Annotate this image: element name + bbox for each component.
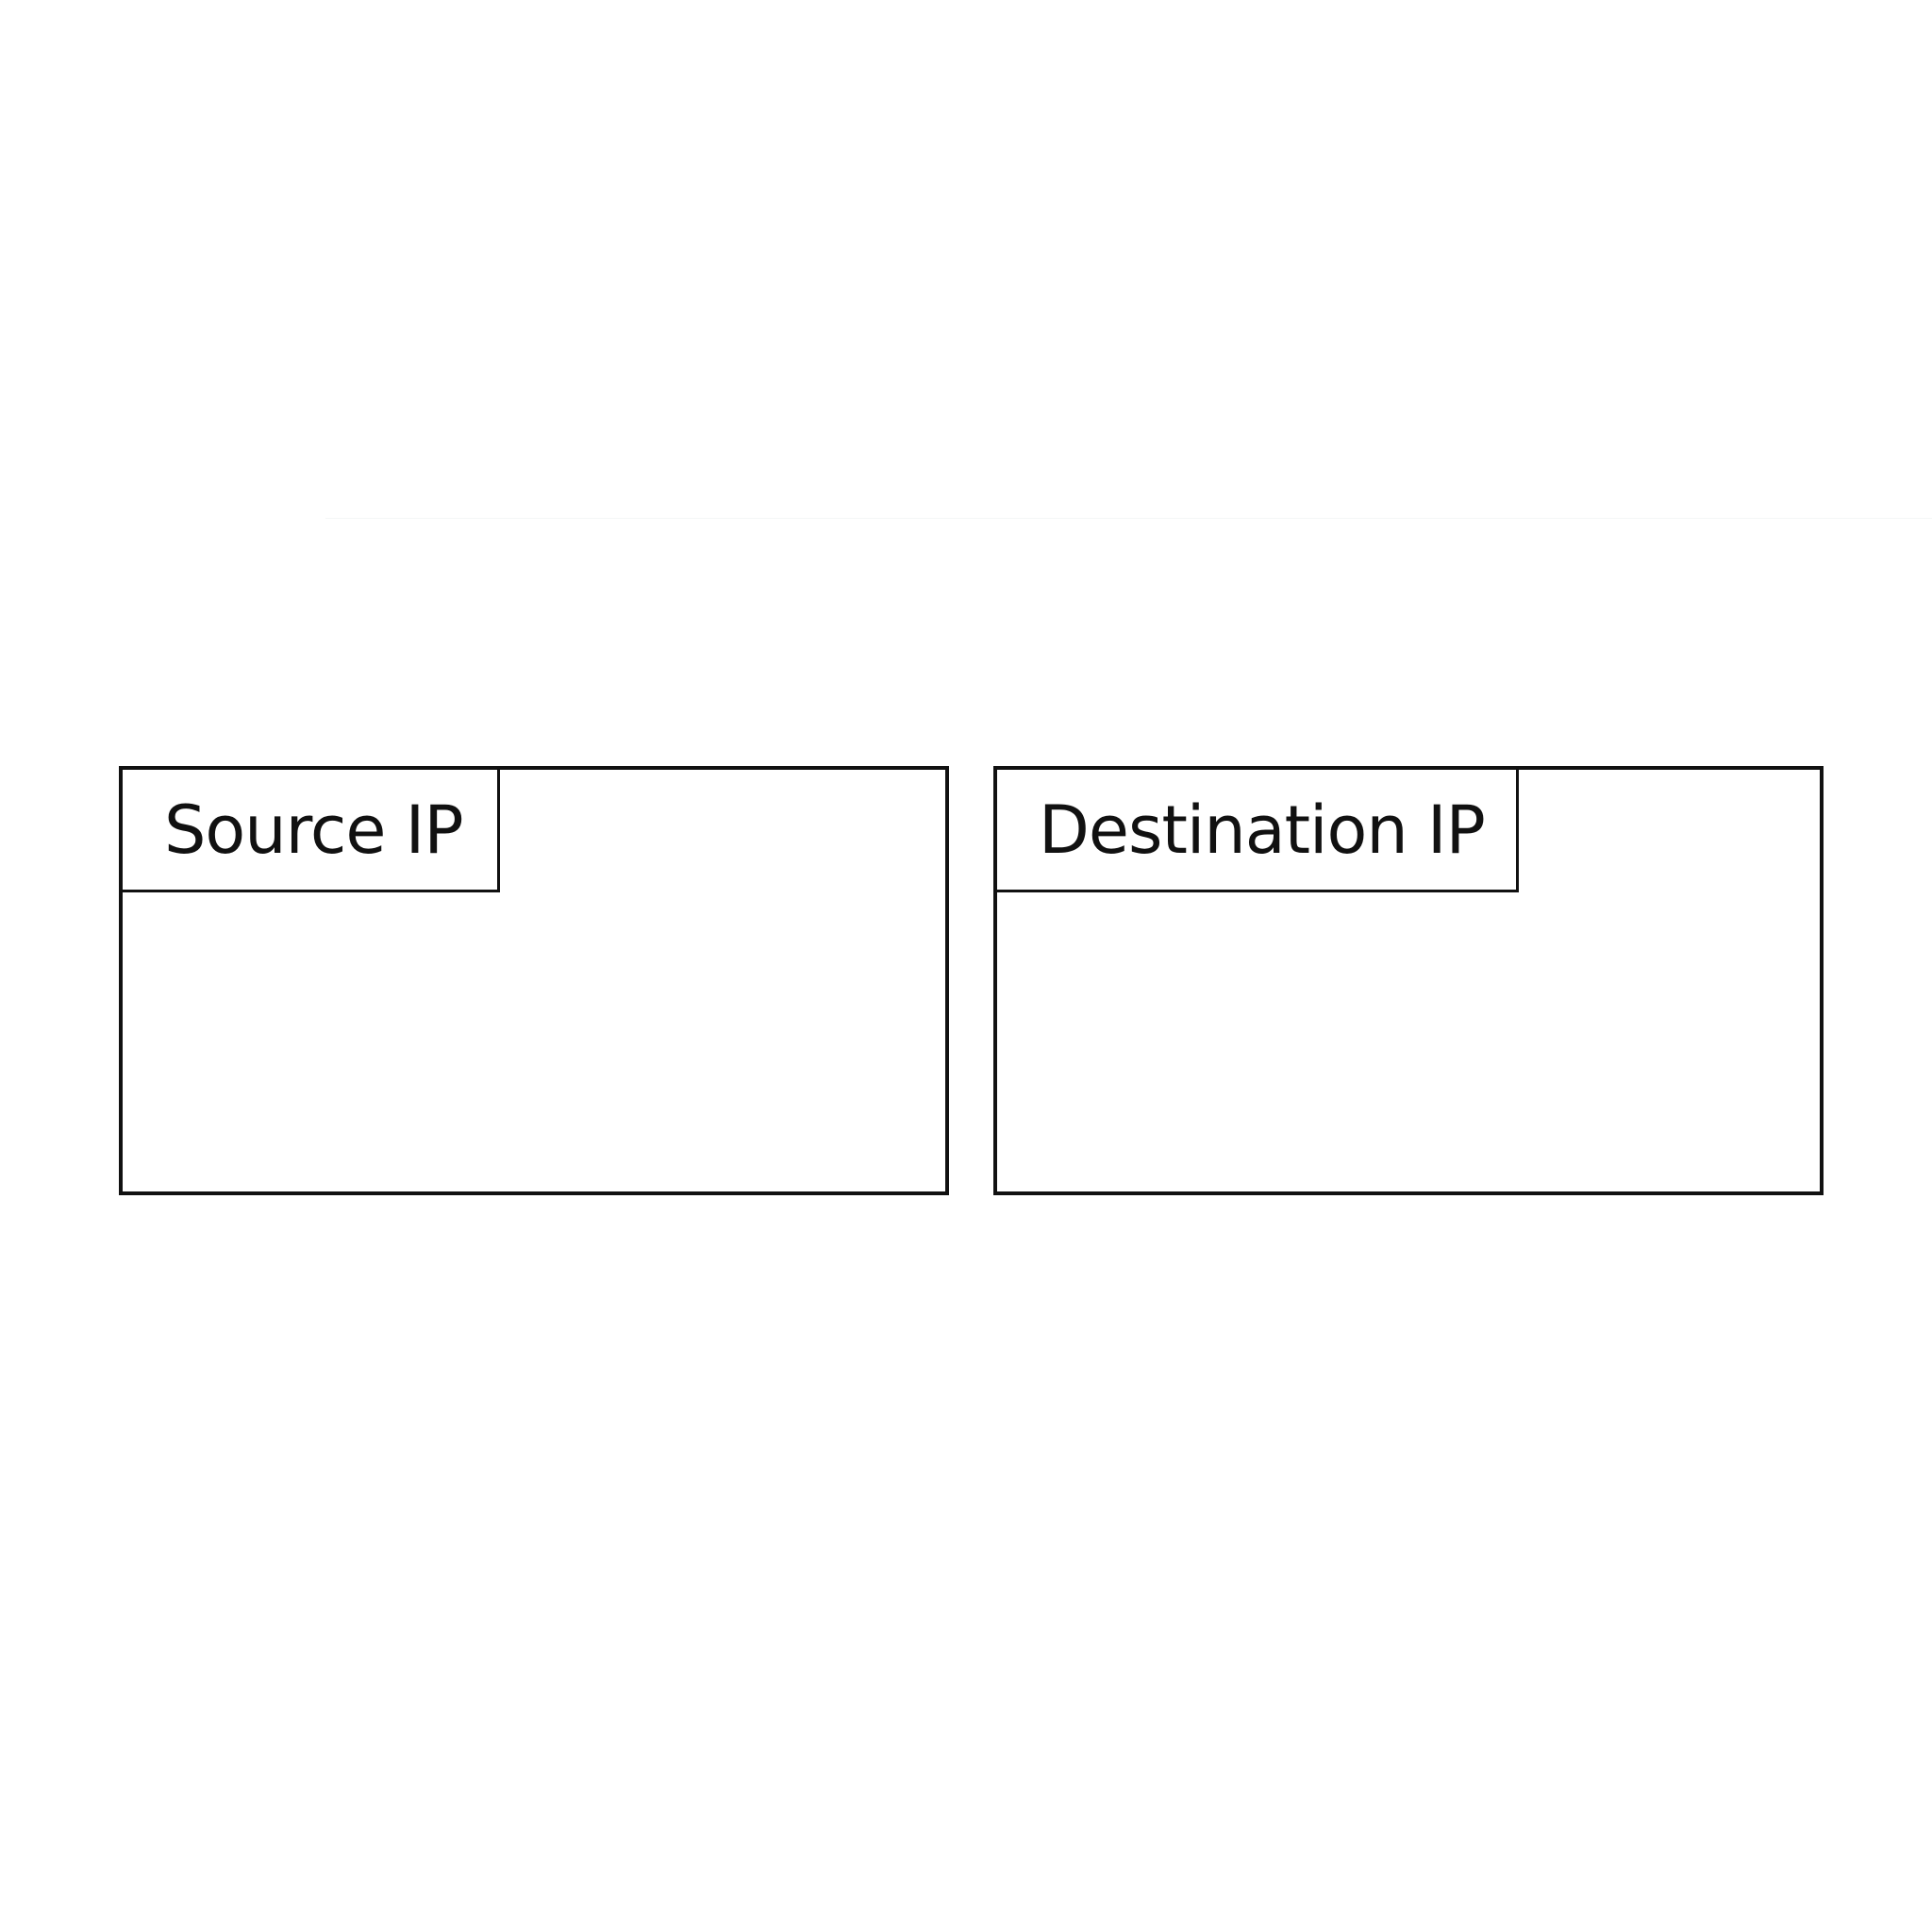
faint-separator-line	[325, 518, 1932, 519]
source-ip-label: Source IP	[164, 791, 464, 869]
destination-ip-label: Destination IP	[1039, 791, 1486, 869]
destination-ip-label-tab: Destination IP	[997, 770, 1519, 892]
destination-ip-box: Destination IP	[993, 766, 1824, 1195]
source-ip-box: Source IP	[119, 766, 949, 1195]
source-ip-label-tab: Source IP	[123, 770, 500, 892]
